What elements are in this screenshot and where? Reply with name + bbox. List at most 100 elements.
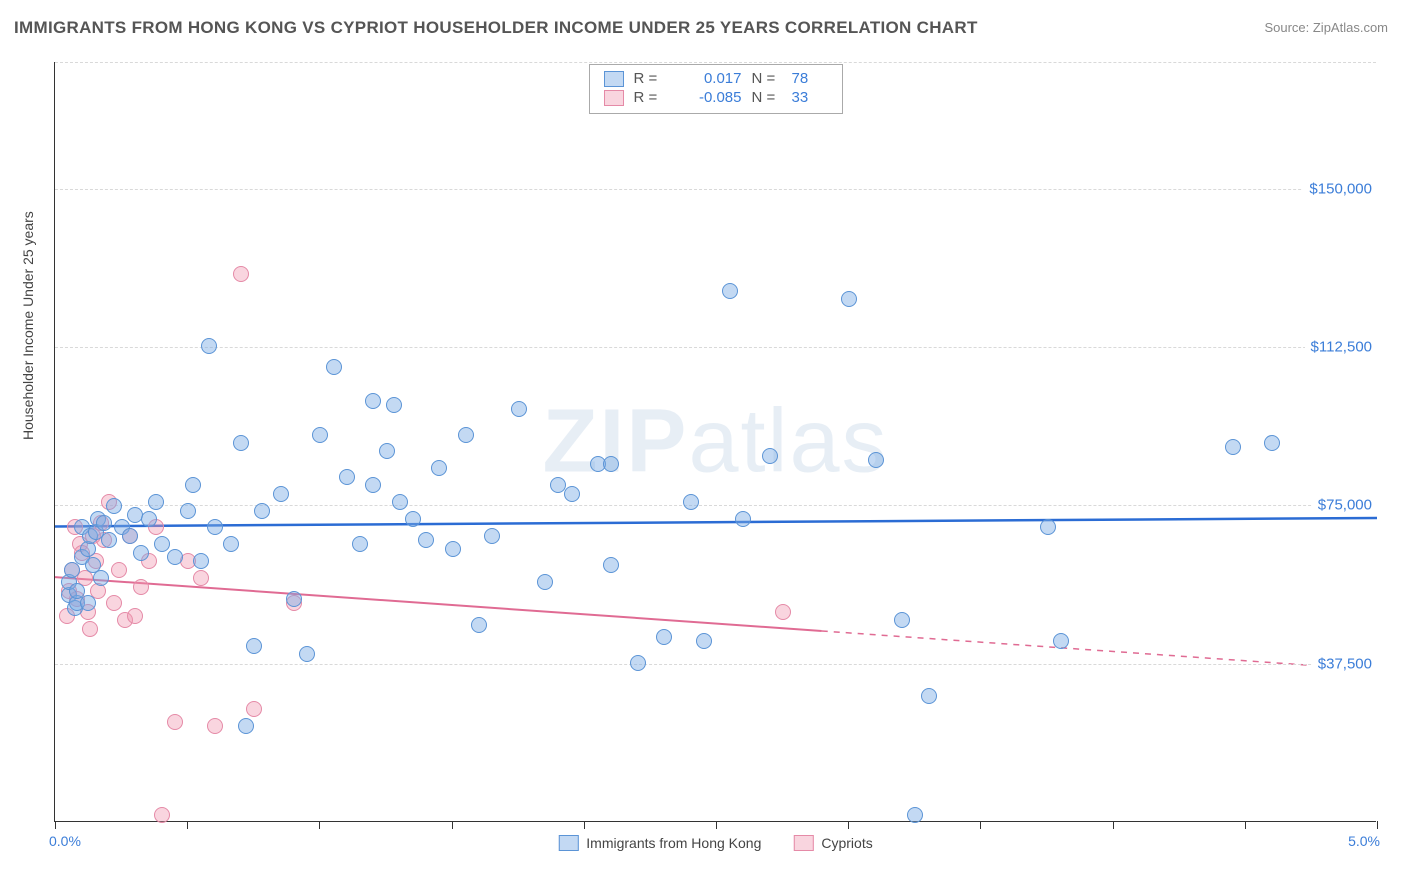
data-point — [392, 494, 408, 510]
data-point — [656, 629, 672, 645]
x-tick — [319, 821, 320, 829]
data-point — [312, 427, 328, 443]
x-tick — [187, 821, 188, 829]
source-label: Source: ZipAtlas.com — [1264, 20, 1388, 35]
data-point — [101, 532, 117, 548]
legend: Immigrants from Hong Kong Cypriots — [558, 835, 872, 851]
data-point — [405, 511, 421, 527]
data-point — [537, 574, 553, 590]
y-tick-label: $150,000 — [1303, 178, 1378, 199]
r-value-pink: -0.085 — [674, 89, 742, 106]
data-point — [106, 595, 122, 611]
data-point — [603, 557, 619, 573]
data-point — [484, 528, 500, 544]
data-point — [418, 532, 434, 548]
data-point — [141, 511, 157, 527]
y-tick-label: $75,000 — [1312, 495, 1378, 516]
watermark-light: atlas — [688, 391, 888, 491]
data-point — [106, 498, 122, 514]
data-point — [96, 515, 112, 531]
data-point — [1053, 633, 1069, 649]
data-point — [193, 553, 209, 569]
gridline — [55, 347, 1376, 348]
data-point — [722, 283, 738, 299]
data-point — [352, 536, 368, 552]
data-point — [379, 443, 395, 459]
data-point — [386, 397, 402, 413]
data-point — [254, 503, 270, 519]
data-point — [762, 448, 778, 464]
data-point — [471, 617, 487, 633]
stats-row-pink: R = -0.085 N = 33 — [604, 88, 828, 107]
x-tick — [980, 821, 981, 829]
gridline — [55, 505, 1376, 506]
x-tick — [1377, 821, 1378, 829]
data-point — [564, 486, 580, 502]
data-point — [868, 452, 884, 468]
r-label: R = — [634, 89, 664, 106]
data-point — [894, 612, 910, 628]
data-point — [122, 528, 138, 544]
r-value-blue: 0.017 — [674, 70, 742, 87]
data-point — [1040, 519, 1056, 535]
data-point — [111, 562, 127, 578]
x-axis-max-label: 5.0% — [1348, 833, 1380, 849]
swatch-blue-icon — [604, 71, 624, 87]
n-value-pink: 33 — [792, 89, 828, 106]
data-point — [921, 688, 937, 704]
data-point — [133, 579, 149, 595]
data-point — [180, 503, 196, 519]
data-point — [185, 477, 201, 493]
data-point — [154, 536, 170, 552]
data-point — [365, 477, 381, 493]
y-tick-label: $37,500 — [1312, 653, 1378, 674]
data-point — [431, 460, 447, 476]
x-tick — [55, 821, 56, 829]
stats-box: R = 0.017 N = 78 R = -0.085 N = 33 — [589, 64, 843, 114]
x-axis-min-label: 0.0% — [49, 833, 81, 849]
legend-item-blue: Immigrants from Hong Kong — [558, 835, 761, 851]
data-point — [365, 393, 381, 409]
data-point — [696, 633, 712, 649]
swatch-pink-icon — [793, 835, 813, 851]
n-label: N = — [752, 89, 782, 106]
data-point — [511, 401, 527, 417]
data-point — [154, 807, 170, 823]
x-tick — [1245, 821, 1246, 829]
x-tick — [584, 821, 585, 829]
y-axis-title: Householder Income Under 25 years — [20, 211, 36, 440]
y-tick-label: $112,500 — [1305, 337, 1378, 358]
x-tick — [848, 821, 849, 829]
data-point — [233, 435, 249, 451]
data-point — [1264, 435, 1280, 451]
data-point — [223, 536, 239, 552]
data-point — [630, 655, 646, 671]
legend-blue-label: Immigrants from Hong Kong — [586, 835, 761, 851]
data-point — [775, 604, 791, 620]
data-point — [735, 511, 751, 527]
watermark-bold: ZIP — [542, 391, 688, 491]
data-point — [82, 621, 98, 637]
data-point — [273, 486, 289, 502]
data-point — [148, 494, 164, 510]
data-point — [603, 456, 619, 472]
data-point — [907, 807, 923, 823]
data-point — [299, 646, 315, 662]
data-point — [167, 549, 183, 565]
data-point — [127, 608, 143, 624]
data-point — [207, 519, 223, 535]
plot-area: ZIPatlas R = 0.017 N = 78 R = -0.085 N =… — [54, 62, 1376, 822]
data-point — [246, 701, 262, 717]
data-point — [238, 718, 254, 734]
x-tick — [452, 821, 453, 829]
data-point — [339, 469, 355, 485]
data-point — [683, 494, 699, 510]
data-point — [445, 541, 461, 557]
data-point — [193, 570, 209, 586]
data-point — [93, 570, 109, 586]
gridline — [55, 189, 1376, 190]
data-point — [133, 545, 149, 561]
data-point — [167, 714, 183, 730]
data-point — [246, 638, 262, 654]
watermark: ZIPatlas — [542, 390, 888, 493]
